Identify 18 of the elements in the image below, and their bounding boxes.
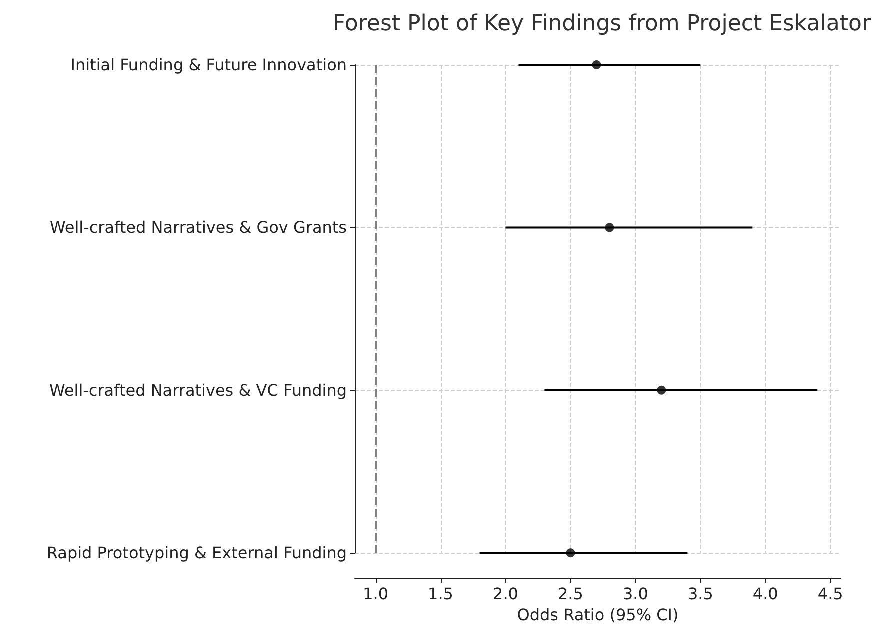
x-tick-label: 4.0 (752, 584, 778, 604)
chart-title: Forest Plot of Key Findings from Project Eskalator (333, 12, 872, 36)
point (605, 223, 614, 232)
point (592, 60, 602, 70)
x-tick-label: 1.5 (428, 584, 454, 604)
x-tick-label: 3.5 (688, 584, 714, 604)
y-tick-label: Initial Funding & Future Innovation (70, 56, 347, 74)
y-tick-label: Well-crafted Narratives & VC Funding (50, 380, 347, 400)
x-tick-label: 2.0 (493, 584, 518, 604)
point (657, 386, 666, 395)
point (566, 548, 576, 558)
x-tick-label: 1.0 (363, 584, 389, 604)
x-tick-label: 3.0 (622, 584, 648, 604)
x-tick-label: 2.5 (558, 584, 584, 604)
x-axis-title: Odds Ratio (95% CI) (517, 606, 679, 624)
y-tick-label: Rapid Prototyping & External Funding (46, 544, 347, 563)
y-tick-label: Well-crafted Narratives & Gov Grants (50, 218, 347, 238)
x-tick-label: 4.5 (818, 584, 844, 604)
